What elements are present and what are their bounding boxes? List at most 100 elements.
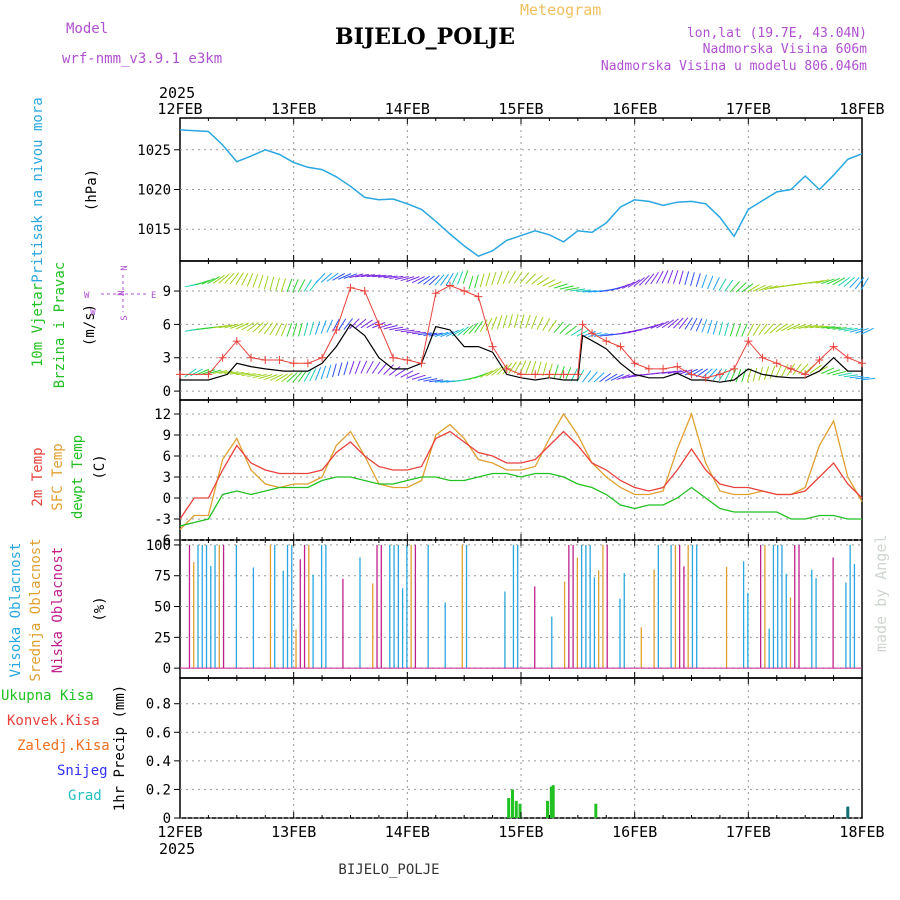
wind-arrow (644, 324, 659, 330)
wind-arrow (616, 374, 630, 380)
wind-label-1: 10m Vjetar (30, 283, 46, 367)
wind-arrow (775, 364, 782, 378)
station-title: BIJELO_POLJE (335, 24, 515, 50)
wind-arrow (468, 275, 474, 290)
wind-arrow (695, 318, 703, 332)
wind-arrow (269, 276, 275, 291)
wind-arrow (235, 372, 250, 376)
wind-arrow (258, 274, 264, 289)
date-label-bottom: 14FEB (385, 823, 430, 841)
wind-arrow (701, 319, 708, 333)
wind-arrow (707, 275, 714, 290)
wind-arrow (412, 331, 427, 335)
wind-arrow (610, 373, 624, 381)
wind-arrow (440, 273, 450, 286)
meteogram-label: Meteogram (520, 1, 601, 19)
wind-gust-marker (758, 353, 767, 362)
pressure-unit: (hPa) (84, 169, 100, 211)
date-label-bottom: 16FEB (612, 823, 657, 841)
wind-arrow (383, 364, 394, 375)
wind-arrow (371, 361, 381, 374)
wind-arrow (297, 279, 306, 293)
wind-gust-marker (659, 364, 668, 373)
wind-arrow (838, 277, 851, 287)
date-label-bottom: 12FEB (157, 823, 202, 841)
wind-gust-marker (374, 320, 383, 329)
wind-arrow (372, 274, 387, 278)
wind-arrow (525, 273, 537, 285)
chart-marks (176, 129, 876, 818)
wind-arrow (275, 322, 283, 336)
wind-arrow (246, 322, 259, 332)
clouds-ytick-label: 0 (163, 661, 171, 677)
wind-gust-marker (673, 362, 682, 371)
wind-arrow (571, 288, 586, 292)
clouds-ytick-label: 25 (154, 630, 171, 646)
wind-arrow (429, 332, 443, 337)
model-label: Model (66, 21, 108, 37)
wind-arrow (485, 272, 491, 287)
wind-arrow (860, 277, 869, 291)
wind-arrow (639, 275, 650, 286)
wind-arrow (314, 321, 321, 335)
wind-arrow (792, 323, 807, 330)
wind-arrow (389, 326, 404, 331)
compass-south: S (120, 315, 130, 320)
pressure-ytick-label: 1015 (137, 222, 171, 238)
wind-arrow (496, 271, 503, 285)
wind-gust-marker (843, 353, 852, 362)
temperature-ytick-label: 12 (154, 407, 171, 423)
wind-arrow (832, 327, 847, 330)
wind-arrow (337, 362, 343, 377)
wind-arrow (673, 270, 679, 284)
wind-arrow (838, 327, 853, 331)
temp-unit: (C) (92, 454, 108, 479)
wind-arrow (377, 275, 392, 278)
wind-arrow (411, 374, 426, 380)
graupel-bar (846, 806, 850, 818)
wind-arrow (508, 270, 516, 284)
wind-arrow (576, 289, 591, 293)
wind-arrow (389, 275, 404, 280)
wind-arrow (781, 323, 794, 332)
wind-arrow (758, 323, 768, 336)
wind-arrow (235, 322, 249, 330)
wind-gust-marker (786, 364, 795, 373)
wind-arrow (343, 318, 353, 330)
wind-arrow (695, 273, 701, 287)
wind-arrow (230, 323, 244, 329)
wind-gust-marker (801, 370, 810, 379)
wind-arrow (377, 362, 388, 375)
wind-arrow (411, 276, 425, 284)
wind-arrow (809, 364, 822, 374)
wind-arrow (315, 272, 326, 284)
wind-arrow (406, 372, 420, 379)
wind-gust-marker (289, 359, 298, 368)
wind-arrow (832, 370, 847, 376)
wind-arrow (286, 372, 298, 383)
wind-arrow (337, 318, 347, 331)
wind-arrow (394, 276, 409, 281)
wind-gust-marker (730, 364, 739, 373)
wind-arrow (508, 314, 513, 329)
wind-arrow (201, 277, 215, 285)
wind-arrow (667, 318, 679, 329)
wind-arrow (826, 277, 840, 285)
wind-arrow (531, 275, 543, 285)
wind-arrow (212, 274, 225, 284)
wind-arrow (661, 319, 674, 329)
wind-arrow (218, 273, 230, 284)
wind-arrow (457, 271, 464, 285)
wind-arrow (423, 275, 435, 285)
wind-arrow (724, 368, 732, 382)
wind-arrow (559, 323, 571, 334)
model-altitude-label: Nadmorska Visina u modelu 806.046m (601, 59, 867, 74)
wind-arrow (519, 272, 530, 284)
wind-arrow (417, 332, 432, 336)
compass-north: N (120, 265, 130, 270)
wind-arrow (400, 370, 414, 378)
wind-arrow (542, 362, 548, 377)
wind-ytick-label: 3 (163, 351, 171, 367)
wind-arrow (480, 370, 493, 378)
wind-arrow (445, 273, 454, 286)
